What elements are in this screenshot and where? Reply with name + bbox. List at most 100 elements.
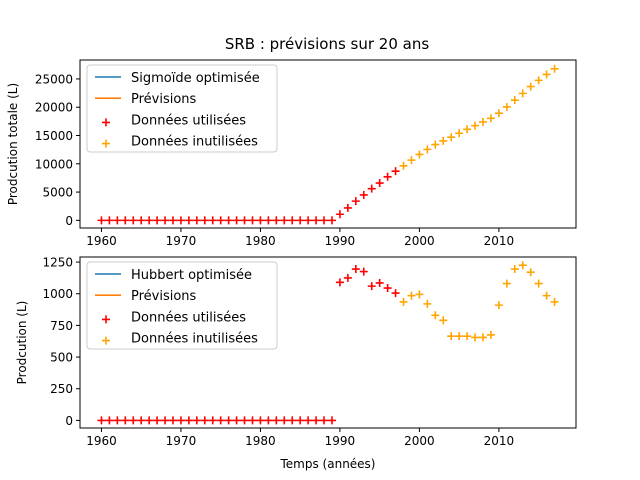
legend-marker bbox=[102, 139, 110, 148]
data-point bbox=[264, 216, 273, 225]
legend-label: Données inutilisées bbox=[131, 332, 258, 347]
data-point bbox=[526, 268, 535, 277]
data-point bbox=[399, 297, 408, 306]
data-point bbox=[153, 416, 162, 425]
series-unused bbox=[399, 261, 559, 342]
data-point bbox=[97, 216, 106, 225]
legend-box bbox=[86, 64, 278, 153]
data-point bbox=[184, 216, 193, 225]
legend-label: Prévisions bbox=[131, 289, 197, 304]
data-point bbox=[351, 265, 360, 274]
data-point bbox=[343, 203, 352, 212]
data-point bbox=[256, 216, 265, 225]
y-tick-label: 1000 bbox=[42, 287, 73, 301]
y-tick-label: 750 bbox=[50, 319, 73, 333]
data-point bbox=[431, 311, 440, 320]
legend-marker bbox=[102, 315, 110, 324]
data-point bbox=[248, 416, 257, 425]
x-tick-label: 2010 bbox=[484, 234, 515, 248]
data-point bbox=[272, 416, 281, 425]
x-tick-label: 1980 bbox=[245, 234, 276, 248]
data-point bbox=[304, 416, 313, 425]
data-point bbox=[455, 332, 464, 341]
data-point bbox=[335, 278, 344, 287]
legend-label: Données utilisées bbox=[131, 113, 246, 128]
chart-title: SRB : prévisions sur 20 ans bbox=[225, 35, 430, 53]
legend-label: Données inutilisées bbox=[131, 135, 258, 150]
data-point bbox=[391, 167, 400, 176]
series-unused bbox=[399, 64, 559, 170]
data-point bbox=[320, 216, 329, 225]
data-point bbox=[192, 216, 201, 225]
data-point bbox=[240, 216, 249, 225]
data-point bbox=[455, 129, 464, 138]
data-point bbox=[304, 216, 313, 225]
data-point bbox=[542, 291, 551, 300]
data-point bbox=[192, 416, 201, 425]
axes-frame bbox=[79, 256, 577, 429]
data-point bbox=[240, 416, 249, 425]
data-point bbox=[335, 210, 344, 219]
data-point bbox=[224, 216, 233, 225]
data-point bbox=[383, 284, 392, 293]
data-point bbox=[407, 156, 416, 165]
data-point bbox=[510, 96, 519, 105]
data-point bbox=[510, 265, 519, 274]
data-point bbox=[145, 416, 154, 425]
data-point bbox=[423, 299, 432, 308]
x-tick-label: 1990 bbox=[325, 234, 356, 248]
data-point bbox=[375, 179, 384, 188]
legend-label: Données utilisées bbox=[131, 310, 246, 325]
bottom-subplot: 1960 1970 1980 1990 2000 2010 0 250 500 750 1000 12… bbox=[15, 256, 577, 471]
y-tick-label: 1250 bbox=[42, 256, 73, 270]
data-point bbox=[184, 416, 193, 425]
data-point bbox=[359, 190, 368, 199]
data-point bbox=[367, 184, 376, 193]
data-point bbox=[327, 216, 336, 225]
data-point bbox=[264, 416, 273, 425]
data-point bbox=[169, 216, 177, 225]
legend-label: Sigmoïde optimisée bbox=[131, 71, 260, 86]
data-point bbox=[494, 109, 503, 118]
x-tick-label: 2000 bbox=[404, 434, 435, 448]
data-point bbox=[375, 278, 384, 287]
data-point bbox=[320, 416, 329, 425]
legend: Hubbert optimisée Prévisions Données utili… bbox=[86, 261, 278, 350]
data-point bbox=[391, 289, 400, 298]
data-point bbox=[415, 290, 424, 299]
data-point bbox=[359, 267, 368, 276]
data-point bbox=[423, 145, 432, 154]
data-point bbox=[502, 102, 511, 111]
data-point bbox=[447, 133, 456, 142]
data-point bbox=[463, 125, 472, 134]
x-tick-label: 1980 bbox=[245, 434, 276, 448]
y-tick-label: 500 bbox=[50, 351, 73, 365]
data-point bbox=[312, 216, 321, 225]
data-point bbox=[479, 333, 487, 342]
data-point bbox=[431, 140, 440, 149]
data-point bbox=[479, 117, 487, 126]
y-tick-label: 250 bbox=[50, 382, 73, 396]
data-point bbox=[550, 64, 559, 73]
data-point bbox=[288, 416, 297, 425]
data-point bbox=[463, 332, 472, 341]
data-point bbox=[137, 216, 146, 225]
data-point bbox=[471, 121, 480, 130]
data-point bbox=[153, 216, 162, 225]
x-tick-label: 1970 bbox=[166, 234, 197, 248]
data-point bbox=[272, 216, 281, 225]
data-point bbox=[97, 416, 106, 425]
data-point bbox=[129, 416, 138, 425]
y-tick-label: 5000 bbox=[42, 186, 73, 200]
data-point bbox=[161, 216, 170, 225]
x-tick-label: 1960 bbox=[86, 434, 117, 448]
data-point bbox=[296, 216, 305, 225]
legend-label: Hubbert optimisée bbox=[131, 268, 252, 283]
data-point bbox=[161, 416, 170, 425]
data-point bbox=[121, 416, 130, 425]
data-point bbox=[415, 150, 424, 159]
y-tick-label: 10000 bbox=[35, 157, 73, 171]
data-point bbox=[176, 416, 185, 425]
data-point bbox=[351, 197, 360, 206]
data-point bbox=[367, 282, 376, 291]
